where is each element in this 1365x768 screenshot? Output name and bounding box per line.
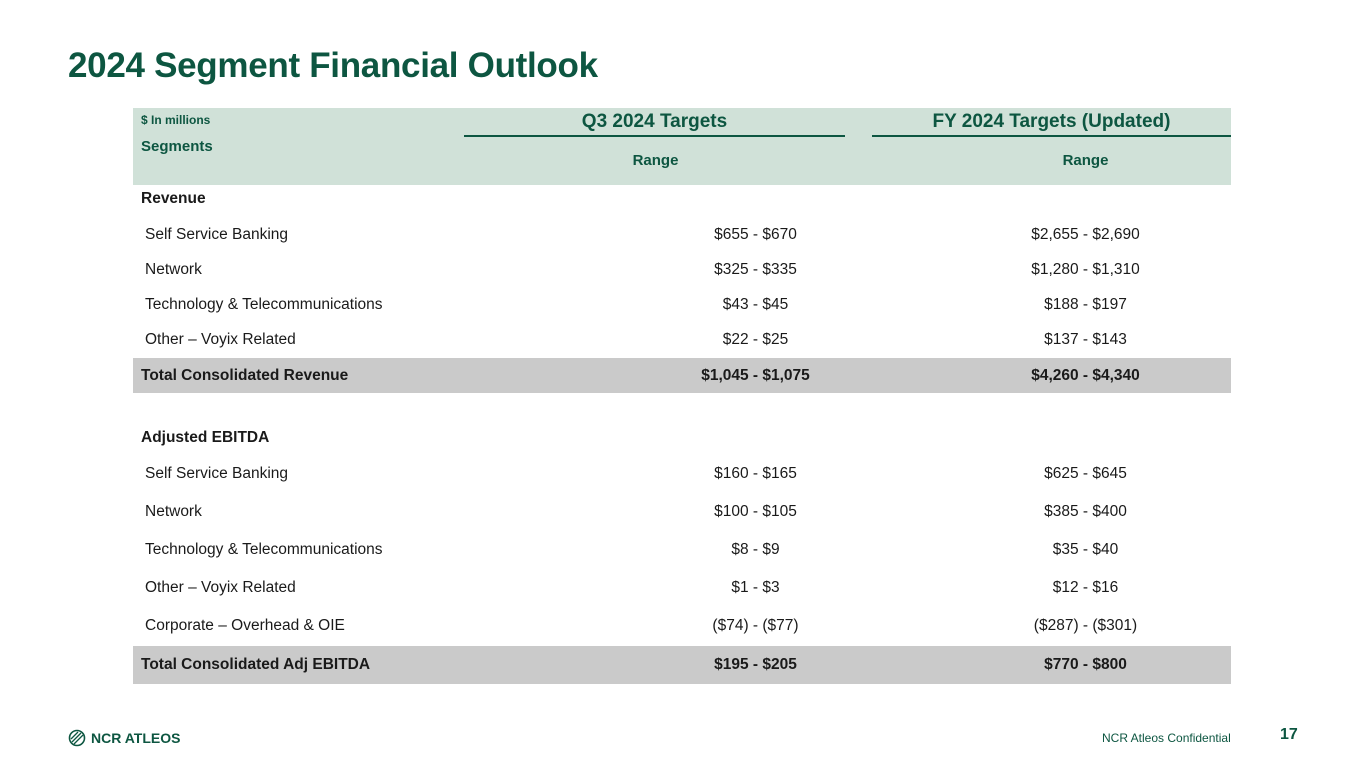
footer-logo-text: NCR ATLEOS [91, 730, 181, 746]
fy-range-value: $188 - $197 [1044, 295, 1127, 313]
q3-range-value: $8 - $9 [731, 541, 780, 558]
row-label: Technology & Telecommunications [145, 541, 383, 558]
table-row: Self Service Banking $655 - $670 $2,655 - … [133, 222, 1231, 247]
footer-logo: NCR ATLEOS [68, 729, 180, 747]
total-row: Total Consolidated Revenue $1,045 - $1,07… [133, 358, 1231, 393]
q3-range-header: Range [632, 152, 679, 169]
q3-range-value: $43 - $45 [722, 295, 789, 313]
row-label: Total Consolidated Revenue [141, 366, 349, 384]
table-row: Other – Voyix Related $22 - $25 $137 - $14… [133, 327, 1231, 352]
section-row: Adjusted EBITDA [133, 426, 1231, 450]
q3-range-value: $22 - $25 [722, 330, 789, 348]
q3-range-value: $1,045 - $1,075 [701, 366, 810, 384]
row-label: Technology & Telecommunications [145, 295, 383, 313]
fy-range-value: $1,280 - $1,310 [1031, 260, 1140, 278]
fy-range-value: $385 - $400 [1044, 503, 1127, 520]
row-label: Adjusted EBITDA [141, 429, 270, 446]
page-number: 17 [1280, 726, 1298, 743]
row-label: Corporate – Overhead & OIE [145, 617, 345, 634]
row-label: Network [145, 260, 202, 278]
units-label: $ In millions [141, 113, 211, 127]
section-row: Revenue [133, 188, 1231, 210]
fy-range-value: $770 - $800 [1044, 656, 1127, 673]
table-row: Network $100 - $105 $385 - $400 [133, 499, 1231, 525]
q3-range-value: $160 - $165 [714, 465, 797, 482]
q3-range-value: $325 - $335 [714, 260, 797, 278]
fy-range-value: $12 - $16 [1052, 579, 1119, 596]
row-label: Revenue [141, 190, 206, 207]
row-label: Other – Voyix Related [145, 330, 296, 348]
table-row: Network $325 - $335 $1,280 - $1,310 [133, 257, 1231, 282]
table-row: Corporate – Overhead & OIE ($74) - ($77) (… [133, 613, 1231, 639]
page-title: 2024 Segment Financial Outlook [68, 46, 598, 85]
q3-range-value: ($74) - ($77) [712, 617, 799, 634]
table-row: Other – Voyix Related $1 - $3 $12 - $16 [133, 575, 1231, 601]
q3-targets-header: Q3 2024 Targets [464, 111, 845, 137]
fy-range-value: ($287) - ($301) [1033, 617, 1138, 634]
confidential-label: NCR Atleos Confidential [1102, 731, 1231, 745]
table-row: Technology & Telecommunications $43 - $45… [133, 292, 1231, 317]
q3-range-value: $1 - $3 [731, 579, 780, 596]
q3-range-value: $195 - $205 [714, 656, 797, 673]
fy-range-value: $35 - $40 [1052, 541, 1119, 558]
fy-range-value: $625 - $645 [1044, 465, 1127, 482]
fy-range-value: $2,655 - $2,690 [1031, 225, 1140, 243]
fy-targets-header: FY 2024 Targets (Updated) [872, 111, 1231, 137]
row-label: Self Service Banking [145, 225, 289, 243]
table-row: Technology & Telecommunications $8 - $9 $3… [133, 537, 1231, 563]
atleos-globe-icon [68, 729, 86, 747]
row-label: Other – Voyix Related [145, 579, 296, 596]
segments-header: Segments [141, 138, 213, 155]
row-label: Total Consolidated Adj EBITDA [141, 656, 371, 673]
q3-range-value: $655 - $670 [714, 225, 797, 243]
row-label: Self Service Banking [145, 465, 289, 482]
fy-range-value: $4,260 - $4,340 [1031, 366, 1140, 384]
q3-range-value: $100 - $105 [714, 503, 797, 520]
table-header: $ In millions Segments Q3 2024 Targets F… [133, 108, 1231, 185]
total-row: Total Consolidated Adj EBITDA $195 - $205… [133, 646, 1231, 684]
row-label: Network [145, 503, 202, 520]
fy-range-header: Range [1062, 152, 1109, 169]
table-row: Self Service Banking $160 - $165 $625 - $6… [133, 461, 1231, 487]
fy-range-value: $137 - $143 [1044, 330, 1127, 348]
